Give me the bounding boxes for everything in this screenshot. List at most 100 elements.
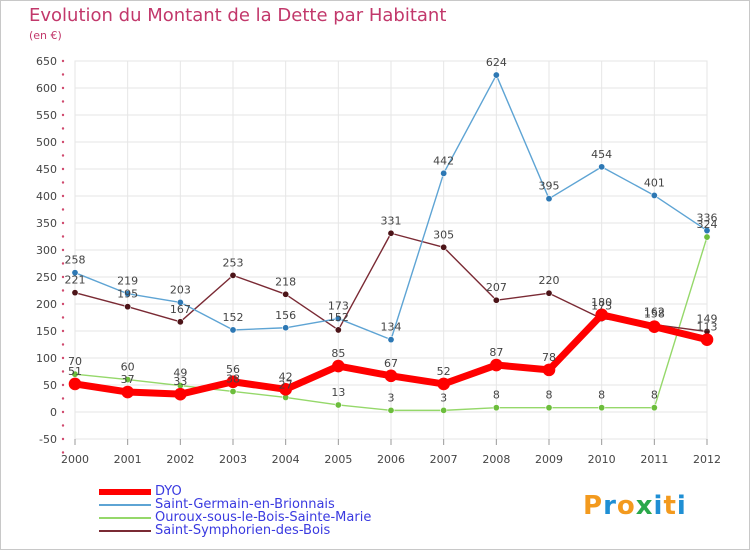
data-label: 8	[493, 389, 500, 402]
y-tick-marker	[61, 437, 65, 441]
data-point-1	[545, 195, 553, 203]
y-tick-marker	[61, 100, 65, 103]
data-label: 3	[388, 391, 395, 404]
data-label: 156	[275, 309, 296, 322]
data-label: 85	[331, 347, 345, 360]
data-point-1	[71, 269, 79, 277]
y-tick-marker	[61, 451, 65, 454]
data-label: 8	[546, 389, 553, 402]
y-tick-label: 650	[36, 55, 57, 68]
legend-label: DYO	[155, 484, 182, 499]
y-tick-marker	[61, 221, 65, 225]
data-label: 152	[223, 311, 244, 324]
legend-swatch	[99, 517, 151, 519]
brand-logo: Proxiti	[583, 491, 687, 521]
legend-swatch	[99, 504, 151, 506]
data-label: 8	[598, 389, 605, 402]
data-point-2	[124, 376, 132, 384]
y-tick-marker	[61, 194, 65, 198]
y-tick-marker	[61, 289, 65, 292]
data-point-2	[334, 401, 342, 409]
y-tick-marker	[61, 370, 65, 373]
data-label: 52	[437, 365, 451, 378]
y-tick-marker	[61, 140, 65, 144]
data-point-0	[384, 369, 398, 383]
data-label: 336	[697, 212, 718, 225]
legend-swatch	[99, 530, 151, 532]
data-label: 149	[697, 313, 718, 326]
legend-label: Saint-Symphorien-des-Bois	[155, 523, 331, 538]
data-point-0	[700, 333, 714, 346]
legend-label: Saint-Germain-en-Brionnais	[155, 497, 335, 512]
data-point-0	[332, 359, 345, 373]
y-tick-marker	[61, 59, 65, 63]
data-label: 38	[226, 372, 240, 385]
data-label: 70	[68, 355, 82, 368]
data-label: 203	[170, 283, 191, 296]
data-label: 253	[223, 256, 244, 269]
data-point-1	[282, 324, 290, 332]
x-tick-label: 2002	[166, 453, 194, 466]
data-point-3	[440, 243, 448, 251]
y-tick-marker	[61, 248, 65, 252]
y-tick-marker	[61, 302, 65, 306]
y-tick-label: 550	[36, 109, 57, 122]
data-point-0	[437, 377, 450, 391]
y-tick-marker	[61, 410, 65, 414]
y-tick-marker	[61, 127, 65, 130]
x-tick-label: 2010	[588, 453, 616, 466]
x-tick-label: 2009	[535, 453, 563, 466]
data-label: 401	[644, 176, 665, 189]
chart-unit: (en €)	[29, 29, 62, 42]
x-tick-label: 2007	[430, 453, 458, 466]
data-point-0	[648, 320, 661, 333]
y-tick-marker	[61, 356, 65, 360]
data-label: 331	[381, 214, 402, 227]
data-point-0	[595, 308, 608, 322]
y-tick-marker	[61, 316, 65, 319]
data-label: 42	[279, 370, 293, 383]
legend-swatch	[99, 489, 151, 495]
data-label: 33	[173, 375, 187, 388]
data-point-3	[334, 326, 342, 334]
data-label: 134	[381, 321, 402, 334]
logo-letter: r	[603, 491, 617, 521]
data-label: 87	[489, 346, 503, 359]
data-point-0	[68, 377, 82, 391]
data-label: 221	[65, 274, 86, 287]
data-point-1	[176, 298, 184, 306]
data-point-3	[492, 296, 500, 304]
chart-title: Evolution du Montant de la Dette par Hab…	[29, 5, 447, 26]
data-point-1	[334, 315, 342, 323]
data-point-1	[492, 71, 500, 79]
y-tick-label: 0	[50, 406, 57, 419]
data-point-2	[229, 387, 237, 395]
logo-letter: P	[583, 491, 604, 521]
data-label: 37	[121, 373, 135, 386]
data-label: 195	[117, 288, 138, 301]
y-tick-label: -50	[39, 433, 57, 446]
x-tick-label: 2001	[114, 453, 142, 466]
y-tick-marker	[61, 275, 65, 279]
legend-label: Ouroux-sous-le-Bois-Sainte-Marie	[155, 510, 372, 525]
data-label: 8	[651, 389, 658, 402]
data-label: 624	[486, 56, 507, 69]
data-label: 67	[384, 357, 398, 370]
data-point-1	[440, 169, 448, 177]
data-label: 49	[173, 367, 187, 380]
y-tick-marker	[61, 181, 65, 184]
data-label: 3	[440, 391, 447, 404]
y-tick-label: 200	[36, 298, 57, 311]
logo-letter: i	[653, 491, 664, 521]
data-point-2	[703, 233, 711, 241]
y-tick-label: 600	[36, 82, 57, 95]
y-tick-marker	[61, 167, 65, 171]
data-point-0	[174, 387, 187, 401]
x-tick-label: 2004	[272, 453, 300, 466]
data-point-1	[124, 290, 132, 298]
y-tick-marker	[61, 397, 65, 400]
y-tick-label: 250	[36, 271, 57, 284]
data-label: 152	[328, 311, 349, 324]
x-tick-label: 2006	[377, 453, 405, 466]
data-point-0	[490, 358, 503, 372]
